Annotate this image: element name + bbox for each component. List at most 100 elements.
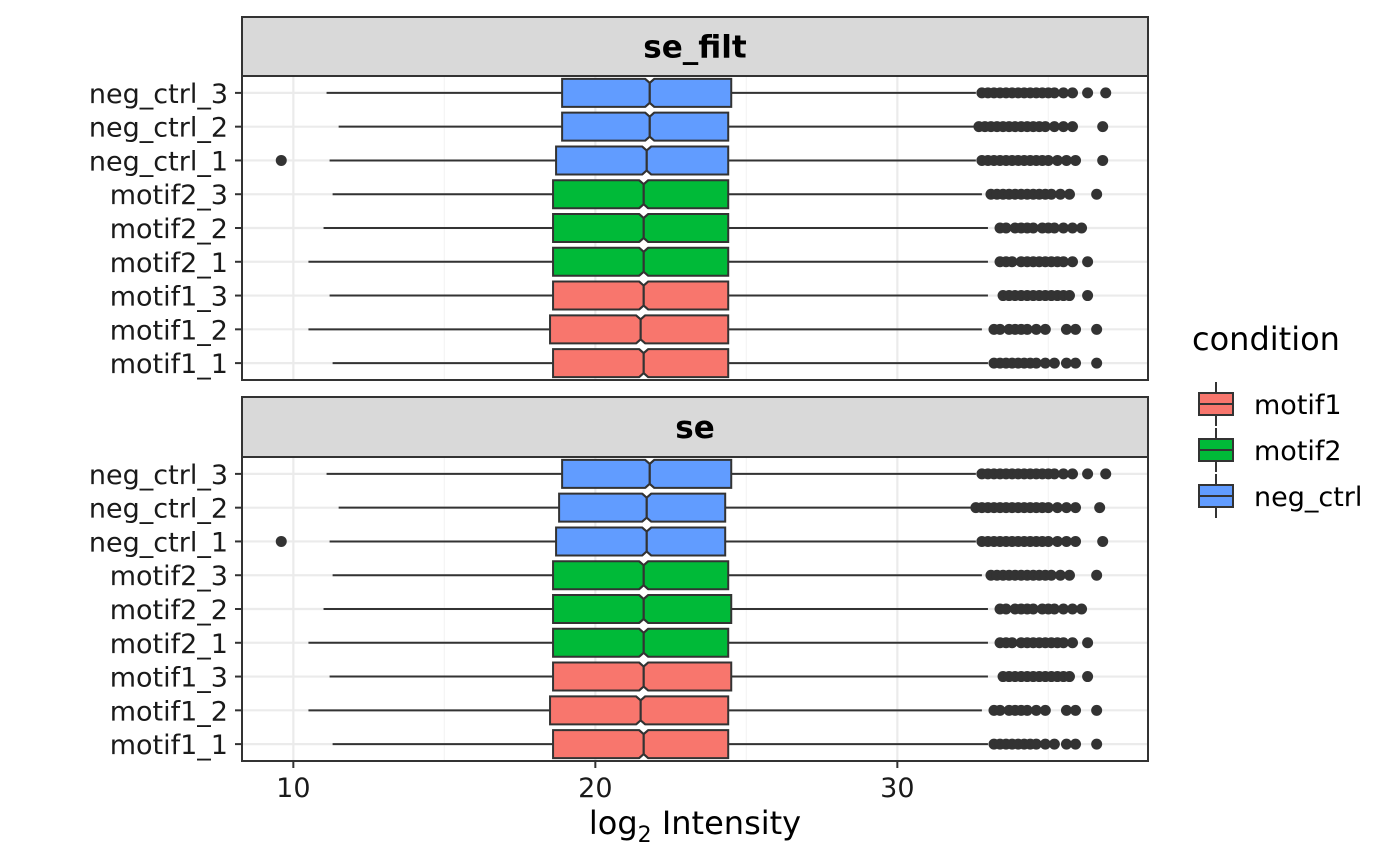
outlier-point (1082, 468, 1094, 480)
x-tick-label: 10 (276, 773, 310, 804)
outlier-point (1097, 154, 1109, 166)
iqr-box (561, 77, 733, 108)
outlier-point (1082, 87, 1094, 99)
outlier-point (1070, 357, 1082, 369)
outlier-point (1042, 535, 1054, 547)
outlier-point (1060, 323, 1072, 335)
box-se-motif2_3 (332, 560, 1103, 591)
box-se_filt-motif1_1 (332, 348, 1103, 379)
outlier-point (1063, 290, 1075, 302)
outlier-point (1048, 357, 1060, 369)
outlier-point (1051, 154, 1063, 166)
outlier-point (1067, 256, 1078, 268)
outlier-point (1082, 256, 1094, 268)
box-se_filt-neg_ctrl_1 (275, 145, 1109, 176)
y-tick-label: neg_ctrl_3 (89, 79, 228, 110)
outlier-point (1070, 502, 1082, 514)
iqr-box (552, 280, 730, 311)
outlier-point (1048, 121, 1060, 133)
iqr-box (552, 213, 730, 243)
outlier-point (1048, 468, 1060, 480)
legend-label: motif2 (1254, 436, 1342, 467)
outlier-point (1021, 323, 1033, 335)
median-line (642, 179, 649, 209)
box-se-motif1_3 (329, 661, 1094, 692)
y-tick-label: motif1_2 (110, 696, 228, 727)
iqr-box (552, 246, 730, 277)
outlier-point (1091, 704, 1103, 716)
outlier-point (1091, 188, 1103, 200)
outlier-point (1057, 603, 1069, 615)
iqr-box (555, 526, 727, 557)
outlier-point (994, 704, 1006, 716)
facet-strip (241, 16, 1149, 77)
outlier-point (1097, 121, 1109, 133)
outlier-point (1021, 704, 1033, 716)
outlier-point (1091, 738, 1103, 750)
outlier-point (1030, 323, 1042, 335)
outlier-point (1091, 323, 1103, 335)
outlier-point (1097, 535, 1109, 547)
iqr-box (558, 492, 727, 523)
box-se_filt-motif2_3 (332, 179, 1103, 210)
outlier-point (1091, 569, 1103, 581)
outlier-point (1042, 502, 1054, 514)
outlier-point (1000, 603, 1012, 615)
iqr-box (561, 111, 730, 142)
outlier-point (1048, 603, 1060, 615)
outlier-point (1057, 121, 1069, 133)
outlier-point (1067, 222, 1078, 234)
facet-strip-label: se_filt (643, 30, 747, 66)
outlier-point (1057, 87, 1069, 99)
outlier-point (1070, 323, 1082, 335)
outlier-point (1048, 87, 1060, 99)
median-line (642, 247, 649, 277)
y-tick-label: motif2_1 (110, 248, 228, 279)
outlier-point (1060, 357, 1072, 369)
outlier-point (1060, 502, 1072, 514)
outlier-point (1067, 637, 1078, 649)
box-se-neg_ctrl_3 (326, 458, 1112, 489)
outlier-point (1042, 154, 1054, 166)
median-line (645, 492, 652, 523)
box-se-motif1_1 (332, 729, 1103, 760)
median-line (648, 459, 655, 489)
iqr-box (552, 627, 730, 658)
outlier-point (994, 323, 1006, 335)
y-tick-label: neg_ctrl_3 (89, 460, 228, 491)
y-tick-label: motif1_1 (110, 730, 228, 761)
y-tick-label: neg_ctrl_1 (89, 527, 228, 558)
outlier-point (275, 154, 287, 166)
outlier-point (1094, 502, 1106, 514)
iqr-box (552, 729, 730, 760)
legend-key-motif1 (1198, 382, 1234, 426)
outlier-point (1054, 188, 1066, 200)
y-tick-label: neg_ctrl_2 (89, 113, 228, 144)
median-line (639, 695, 646, 726)
outlier-point (1057, 222, 1069, 234)
outlier-point (1057, 637, 1069, 649)
outlier-point (1082, 671, 1094, 683)
outlier-point (1100, 468, 1112, 480)
box-se_filt-motif2_2 (323, 213, 1088, 243)
median-line (642, 594, 649, 624)
outlier-point (1006, 637, 1018, 649)
legend-label: motif1 (1254, 390, 1342, 421)
iqr-box (552, 594, 733, 624)
y-tick-label: motif2_1 (110, 629, 228, 660)
outlier-point (1060, 154, 1072, 166)
outlier-point (1100, 87, 1112, 99)
y-tick-label: neg_ctrl_1 (89, 146, 228, 177)
legend: condition motif1 motif2 neg_ctrl (1192, 320, 1362, 518)
outlier-point (1030, 357, 1042, 369)
outlier-point (1063, 569, 1075, 581)
outlier-point (1000, 222, 1012, 234)
outlier-point (1057, 256, 1069, 268)
outlier-point (1060, 704, 1072, 716)
legend-key-motif2 (1198, 428, 1234, 472)
box-se-motif1_2 (308, 695, 1103, 726)
median-line (645, 526, 652, 557)
median-line (645, 145, 652, 176)
y-tick-label: motif1_1 (110, 349, 228, 380)
iqr-box (561, 458, 733, 489)
